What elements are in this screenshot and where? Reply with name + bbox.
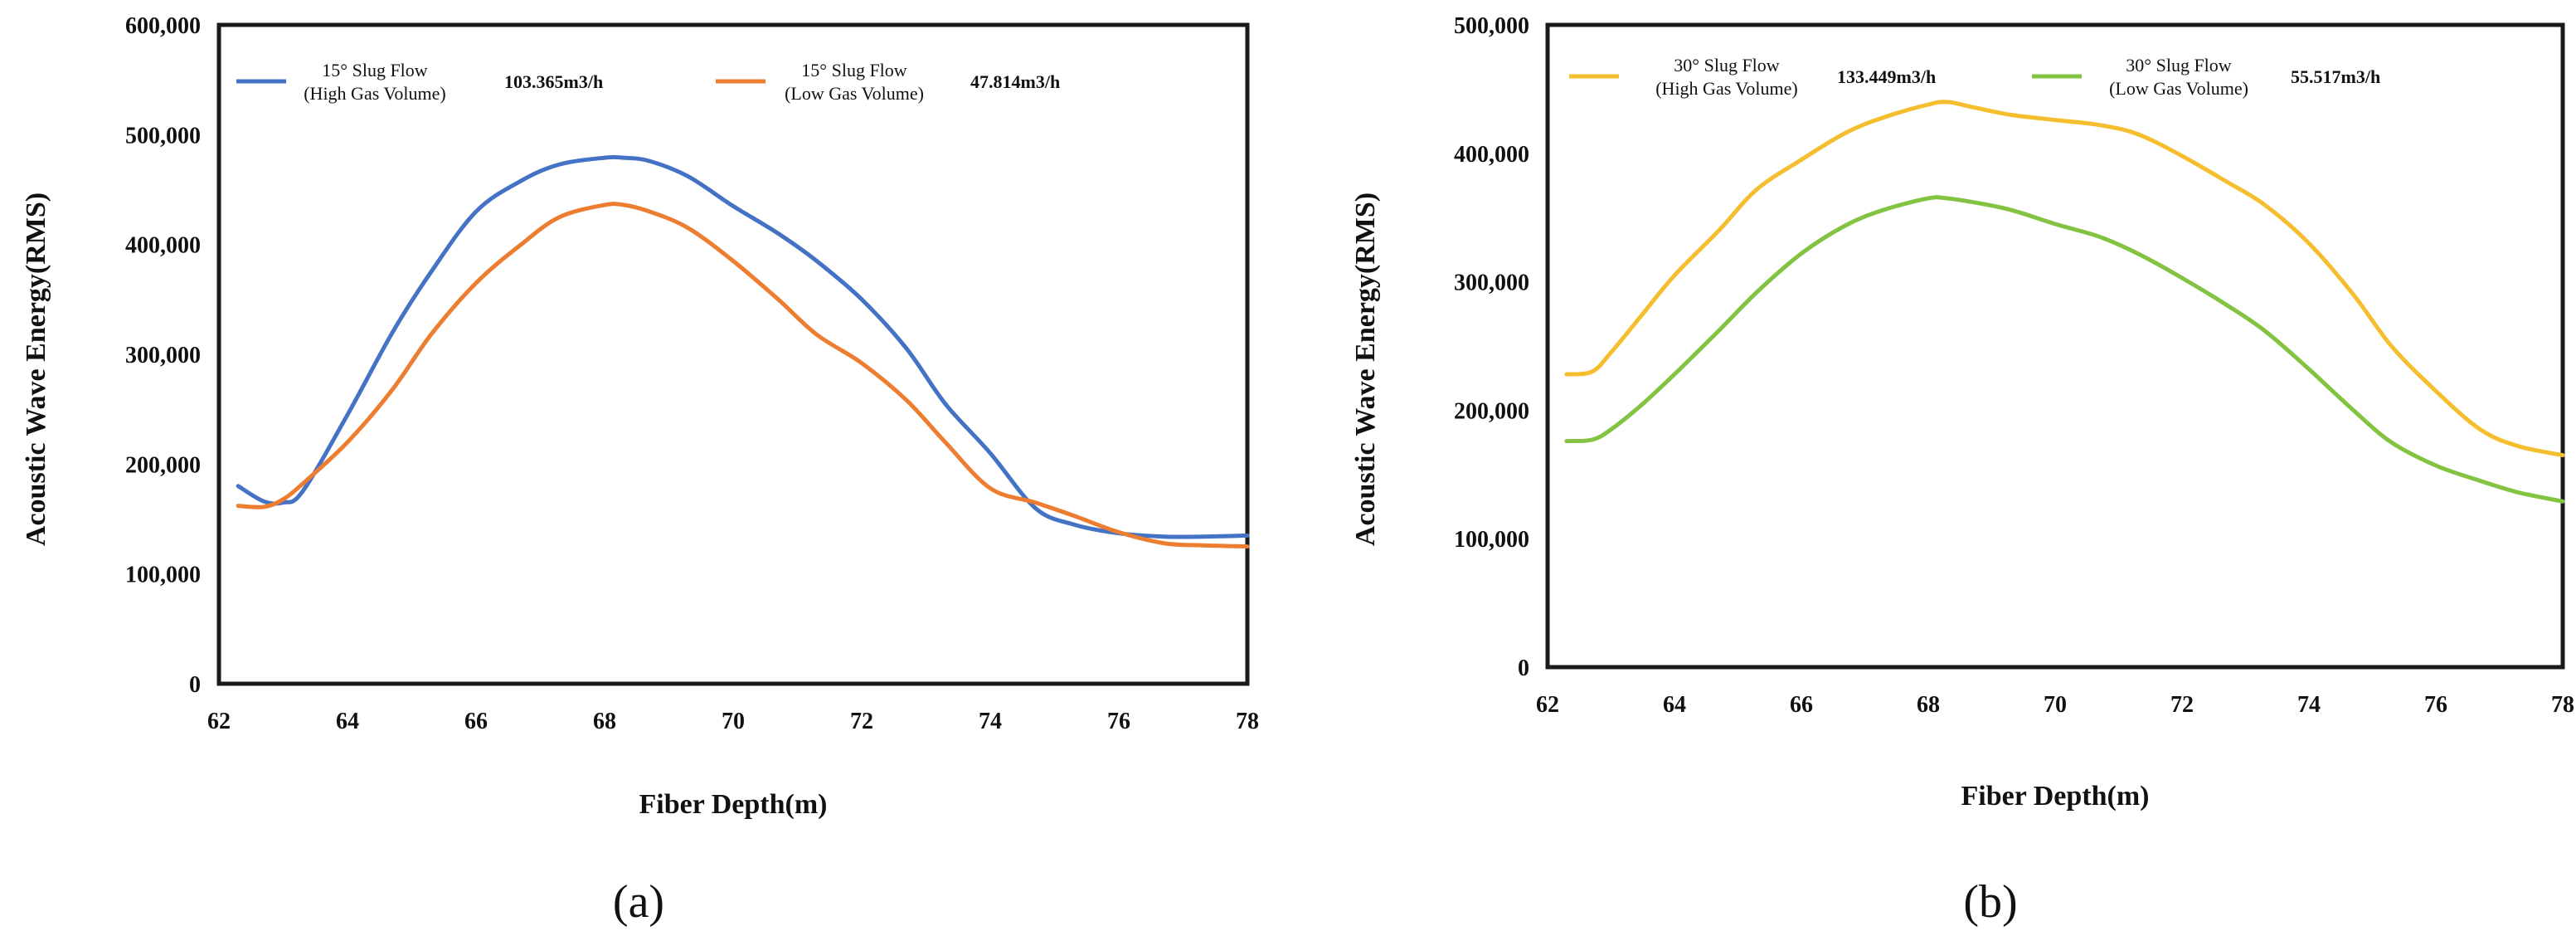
x-tick-label: 78 (1236, 709, 1259, 734)
series-line-low-gas (236, 202, 1250, 549)
x-tick-label: 68 (1917, 692, 1940, 718)
legend-label-line2: (High Gas Volume) (1655, 78, 1798, 99)
panel-label: (b) (1963, 876, 2017, 928)
x-tick-label: 78 (2551, 692, 2574, 718)
y-tick-label: 400,000 (1454, 142, 1529, 168)
y-tick-label: 200,000 (1454, 398, 1529, 424)
y-tick-label: 0 (1518, 656, 1529, 681)
y-axis-label: Acoustic Wave Energy(RMS) (1350, 193, 1381, 546)
legend-value: 55.517m3/h (2291, 66, 2380, 87)
x-tick-label: 76 (1107, 709, 1130, 734)
legend-label-line2: (Low Gas Volume) (2109, 78, 2248, 99)
y-tick-label: 500,000 (125, 123, 201, 149)
x-tick-label: 66 (1790, 692, 1813, 718)
x-tick-label: 76 (2424, 692, 2447, 718)
y-tick-label: 200,000 (125, 452, 201, 478)
legend-value: 47.814m3/h (970, 71, 1060, 92)
y-axis-label: Acoustic Wave Energy(RMS) (21, 193, 51, 546)
x-axis-label: Fiber Depth(m) (1961, 781, 2150, 812)
y-tick-label: 300,000 (125, 343, 201, 368)
x-tick-label: 66 (464, 709, 488, 734)
legend-label: 30° Slug Flow (2126, 55, 2231, 76)
y-tick-label: 400,000 (125, 233, 201, 259)
panel-label: (a) (613, 876, 664, 928)
x-tick-label: 64 (1663, 692, 1686, 718)
y-tick-label: 0 (189, 672, 201, 698)
plot-frame (1545, 22, 2565, 670)
legend-label: 15° Slug Flow (322, 60, 427, 80)
legend-label: 30° Slug Flow (1674, 55, 1779, 76)
series-line-high-gas (236, 154, 1250, 539)
x-tick-label: 62 (207, 709, 231, 734)
y-tick-label: 600,000 (125, 13, 201, 39)
legend-label-line2: (High Gas Volume) (304, 83, 446, 104)
x-tick-label: 64 (336, 709, 359, 734)
legend-entry-low-gas: 30° Slug Flow(Low Gas Volume) 55.517m3/h (2032, 55, 2380, 99)
chart-a: 0 100,000 200,000 300,000 400,000 500,000 600,… (21, 13, 1259, 928)
y-tick-label: 500,000 (1454, 13, 1529, 39)
legend-entry-high-gas: 15° Slug Flow (High Gas Volume) 103.365m3/… (236, 60, 603, 104)
legend-entry-high-gas: 30° Slug Flow(High Gas Volume) 133.449m3/… (1569, 55, 1936, 99)
y-tick-label: 300,000 (1454, 271, 1529, 296)
x-tick-label: 70 (722, 709, 745, 734)
x-tick-label: 68 (593, 709, 616, 734)
chart-b: 0 100,000 200,000 300,000 400,000 500,000 62 64… (1350, 13, 2574, 928)
x-tick-label: 70 (2044, 692, 2067, 718)
series-line-low-gas (1564, 195, 2565, 504)
x-tick-label: 72 (2170, 692, 2194, 718)
x-tick-label: 72 (850, 709, 873, 734)
legend-label-line2: (Low Gas Volume) (785, 83, 924, 104)
x-axis-label: Fiber Depth(m) (639, 789, 828, 820)
y-tick-label: 100,000 (125, 563, 201, 588)
legend-value: 133.449m3/h (1837, 66, 1936, 87)
legend-value: 103.365m3/h (504, 71, 603, 92)
series-line-high-gas (1564, 100, 2565, 458)
y-tick-label: 100,000 (1454, 527, 1529, 553)
x-tick-label: 74 (979, 709, 1002, 734)
legend-entry-low-gas: 15° Slug Flow (Low Gas Volume) 47.814m3/h (716, 60, 1060, 104)
x-tick-label: 62 (1536, 692, 1559, 718)
x-tick-label: 74 (2297, 692, 2321, 718)
legend-label: 15° Slug Flow (801, 60, 906, 80)
plot-frame (216, 22, 1250, 686)
